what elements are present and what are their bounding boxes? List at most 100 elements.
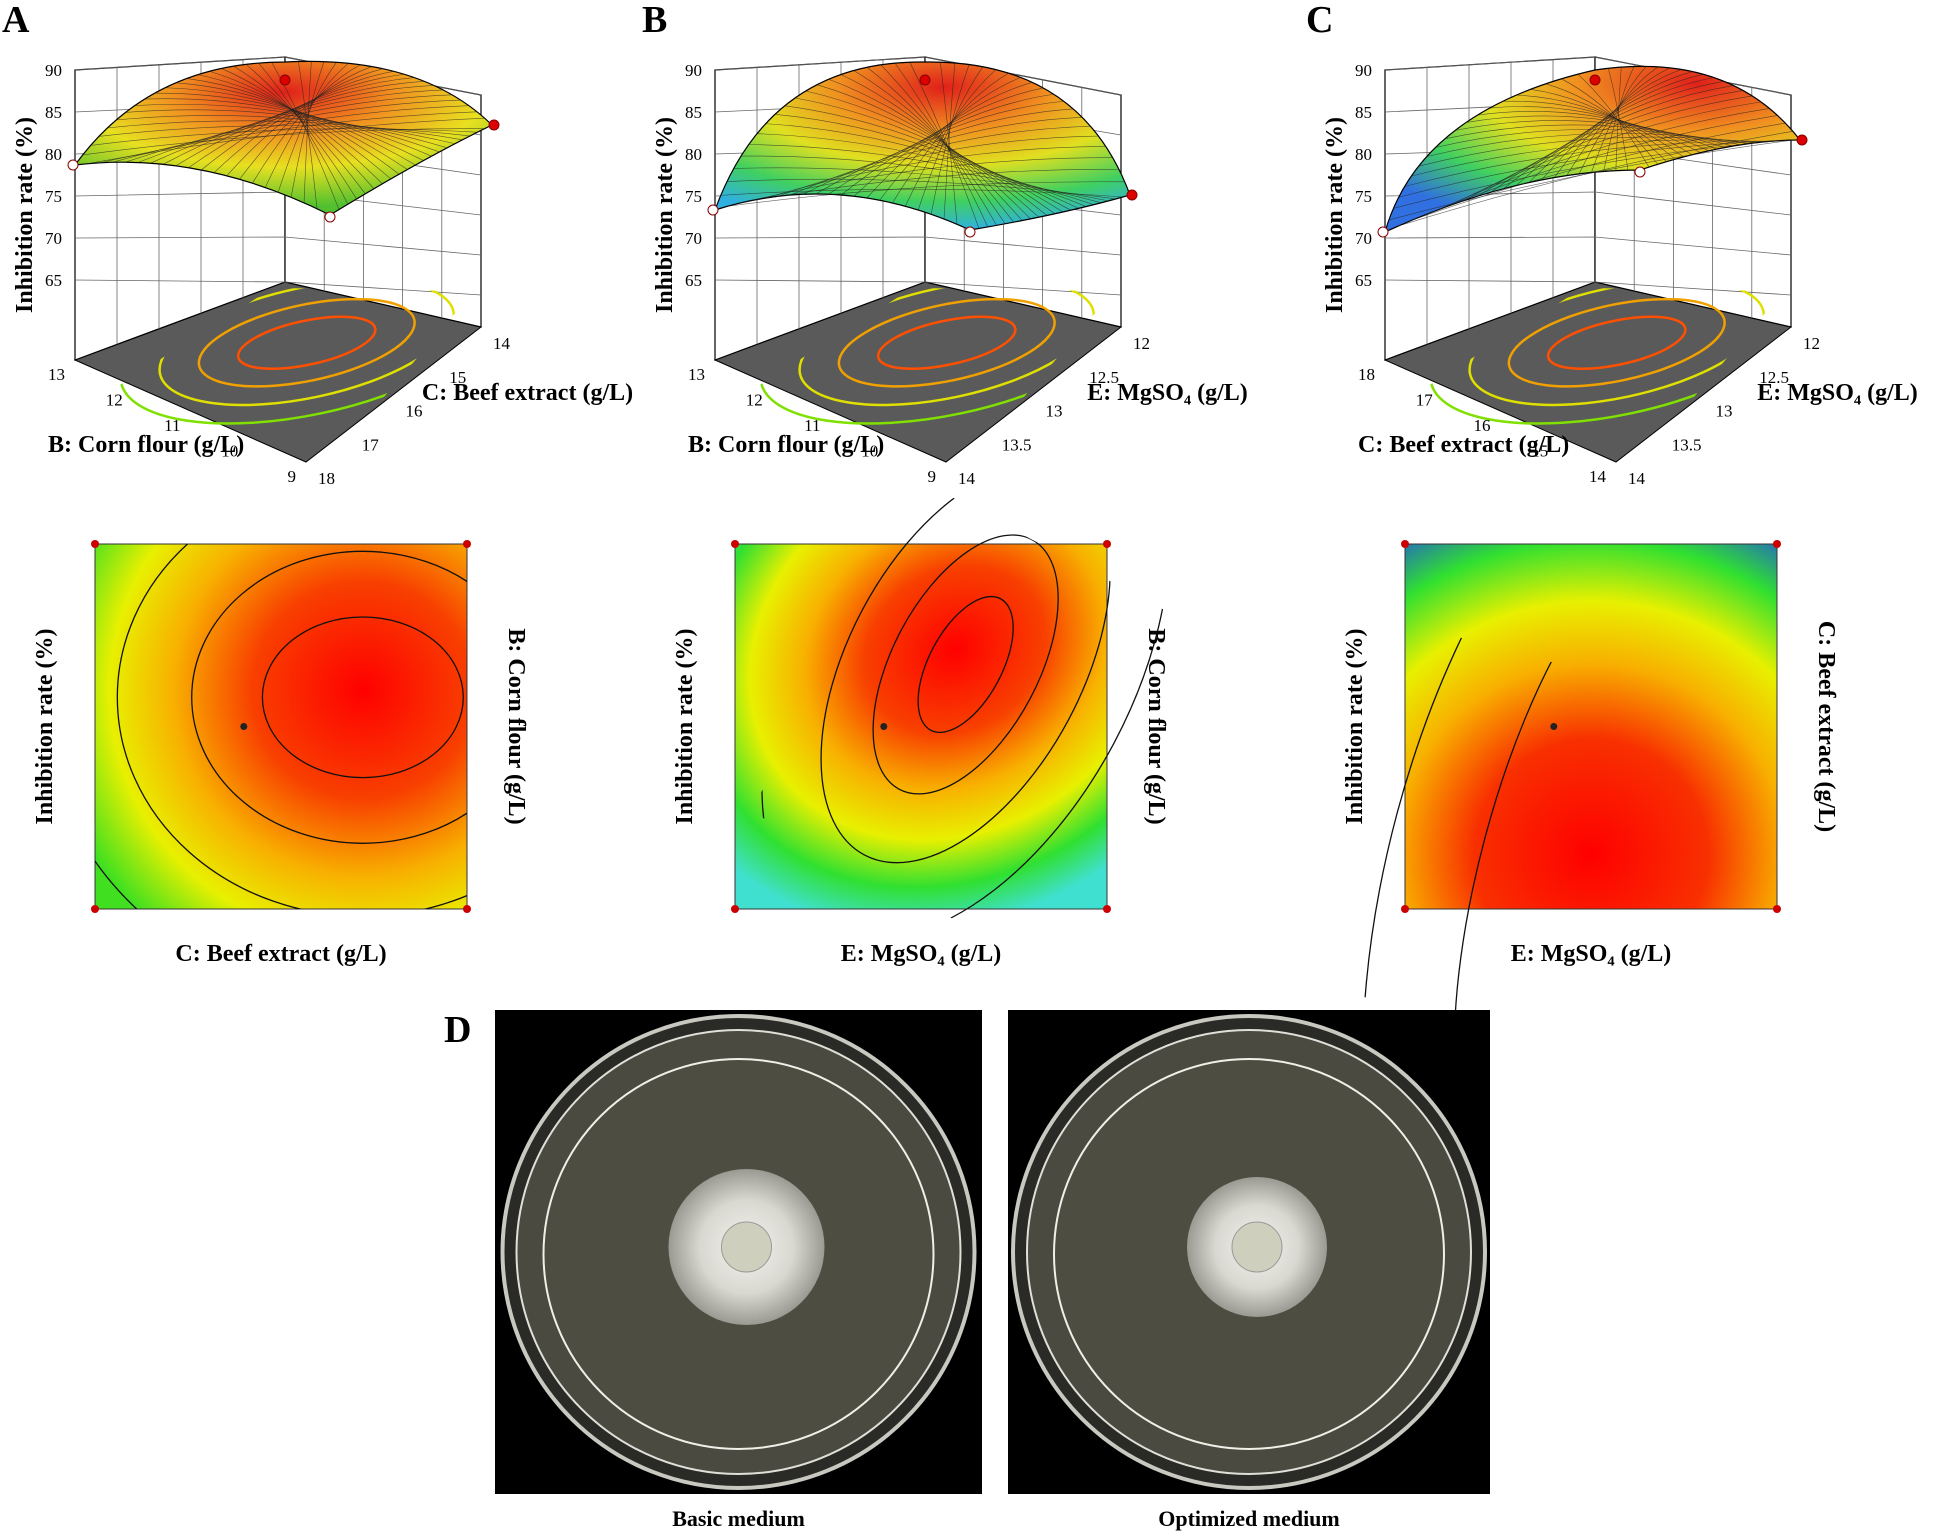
contour-right-label: C: Beef extract (g/L) [1813,621,1839,832]
surface-mesh [892,72,1009,204]
z-tick-label: 75 [1355,187,1372,206]
z-tick-label: 85 [45,103,62,122]
y-tick-label: 13.5 [1002,435,1032,454]
z-tick-label: 85 [685,103,702,122]
surface-mesh [828,78,1031,220]
panel-label: C [1306,0,1333,41]
surface-mesh [866,67,1006,224]
x-tick-label: 16 [1474,416,1491,435]
contour-line [261,616,464,779]
z-tick-label: 90 [685,61,702,80]
x-tick-label: 11 [164,416,180,435]
surface-mesh [1541,71,1693,181]
z-tick-label: 80 [45,145,62,164]
y-axis-label-box: E: MgSO₄ (g/L) [1757,380,1918,406]
surface-mesh [1561,78,1659,165]
y-tick-label: 15 [449,368,466,387]
surface-mesh [828,100,1064,195]
surface-mesh [841,93,1054,196]
contour-bottom-label: C: Beef extract (g/L) [175,941,386,967]
design-point [1377,226,1389,238]
z-tick-label: 70 [45,229,62,248]
z-tick-label: 70 [1355,229,1372,248]
design-point [1773,905,1781,913]
floor-contour [236,315,377,370]
surface-mesh [939,62,958,225]
contour-field [734,543,1108,910]
x-axis-label: B: Corn flour (g/L) [48,432,244,458]
z-tick-label: 75 [685,187,702,206]
floor-contour [1546,315,1687,370]
contour-line [1453,602,1682,1057]
z-tick-label: 75 [45,187,62,206]
x-tick-label: 10 [221,442,238,461]
y-tick-label: 13 [1046,402,1063,421]
surface-mesh [853,70,1014,223]
x-tick-label: 12 [746,391,763,410]
surface-mesh [98,125,471,137]
design-point [463,540,471,548]
surface-mesh [805,90,1048,216]
surface-mesh [1393,140,1786,209]
y-tick-label: 12.5 [1089,368,1119,387]
wall-grid [1384,236,1792,256]
contour-line [820,483,1111,864]
x-axis-label: B: Corn flour (g/L) [688,432,884,458]
x-tick-label: 9 [928,467,937,486]
surface-mesh [221,68,375,189]
y-axis-label-box: E: MgSO₄ (g/L) [1087,380,1248,406]
photo-caption: Basic medium [672,1506,805,1531]
contour-bottom-label: E: MgSO₄ (g/L) [1511,941,1672,967]
surface-mesh [777,135,1099,197]
panel-label: B [642,0,667,41]
contour-right-label: B: Corn flour (g/L) [503,628,529,824]
surface-mesh [290,61,325,198]
y-tick-label: 14 [958,469,976,488]
surface-mesh [880,64,997,226]
contour-line [917,595,1014,733]
design-point [324,211,336,223]
design-point [1634,166,1646,178]
surface-mesh [1577,73,1650,168]
surface-mesh [740,155,1102,204]
surface-mesh [909,62,980,229]
surface-mesh [905,69,997,207]
floor-contour [1468,279,1766,407]
surface-mesh [1545,83,1667,162]
surface-mesh [87,117,485,164]
y-tick-label: 13.5 [1672,435,1702,454]
surface-mesh [840,74,1023,221]
surface-mesh [188,77,415,168]
design-point [1796,134,1808,146]
y-tick-label: 18 [318,469,335,488]
floor-contour [197,297,416,388]
surface-mesh [765,146,1106,199]
y-tick-label: 12 [1803,334,1820,353]
surface-mesh [1489,106,1701,153]
surface-mesh [1603,66,1635,172]
surface-mesh [739,169,1119,204]
surface-mesh [1454,120,1726,148]
surface-mesh [125,99,461,163]
surface-mesh [1464,95,1753,201]
design-point [1401,540,1409,548]
surface-mesh [1516,94,1684,158]
center-point [880,723,888,730]
design-point [1103,540,1111,548]
x-tick-label: 13 [688,365,705,384]
y-tick-label: 14 [1628,469,1646,488]
x-tick-label: 9 [288,467,297,486]
surface-mesh [1490,85,1734,193]
contour-field [94,543,468,910]
contour-left-label: Inhibition rate (%) [1342,628,1368,824]
design-point [919,74,931,86]
y-axis-label-box: C: Beef extract (g/L) [422,380,633,406]
y-tick-label: 12 [1133,334,1150,353]
surface-mesh [1477,111,1709,152]
wall-grid [74,236,482,256]
y-tick-label: 14 [493,334,511,353]
surface-mesh [1528,73,1704,183]
center-point [240,723,248,730]
z-tick-label: 80 [1355,145,1372,164]
x-tick-label: 10 [861,442,878,461]
